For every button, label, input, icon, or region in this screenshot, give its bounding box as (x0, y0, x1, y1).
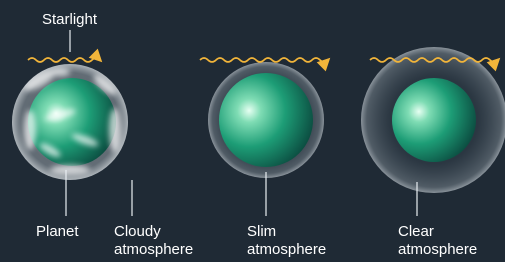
planet-label: Planet (36, 223, 79, 240)
label-line: atmosphere (114, 241, 193, 258)
slim-label: Slim atmosphere (247, 223, 326, 258)
clear-label: Clear atmosphere (398, 223, 477, 258)
label-line: Clear (398, 223, 434, 240)
slim-planet (208, 62, 324, 178)
cloudy-label: Cloudy atmosphere (114, 223, 193, 258)
diagram: Starlight Planet Cloudy atmosphere Slim … (0, 0, 505, 262)
clear-planet (361, 47, 505, 193)
label-line: atmosphere (247, 241, 326, 258)
starlight-label: Starlight (42, 11, 98, 28)
starlight-wave (28, 58, 100, 62)
label-line: atmosphere (398, 241, 477, 258)
starlight-wave (200, 58, 328, 62)
cloudy-planet (12, 64, 128, 180)
label-line: Cloudy (114, 223, 161, 240)
label-line: Slim (247, 223, 276, 240)
